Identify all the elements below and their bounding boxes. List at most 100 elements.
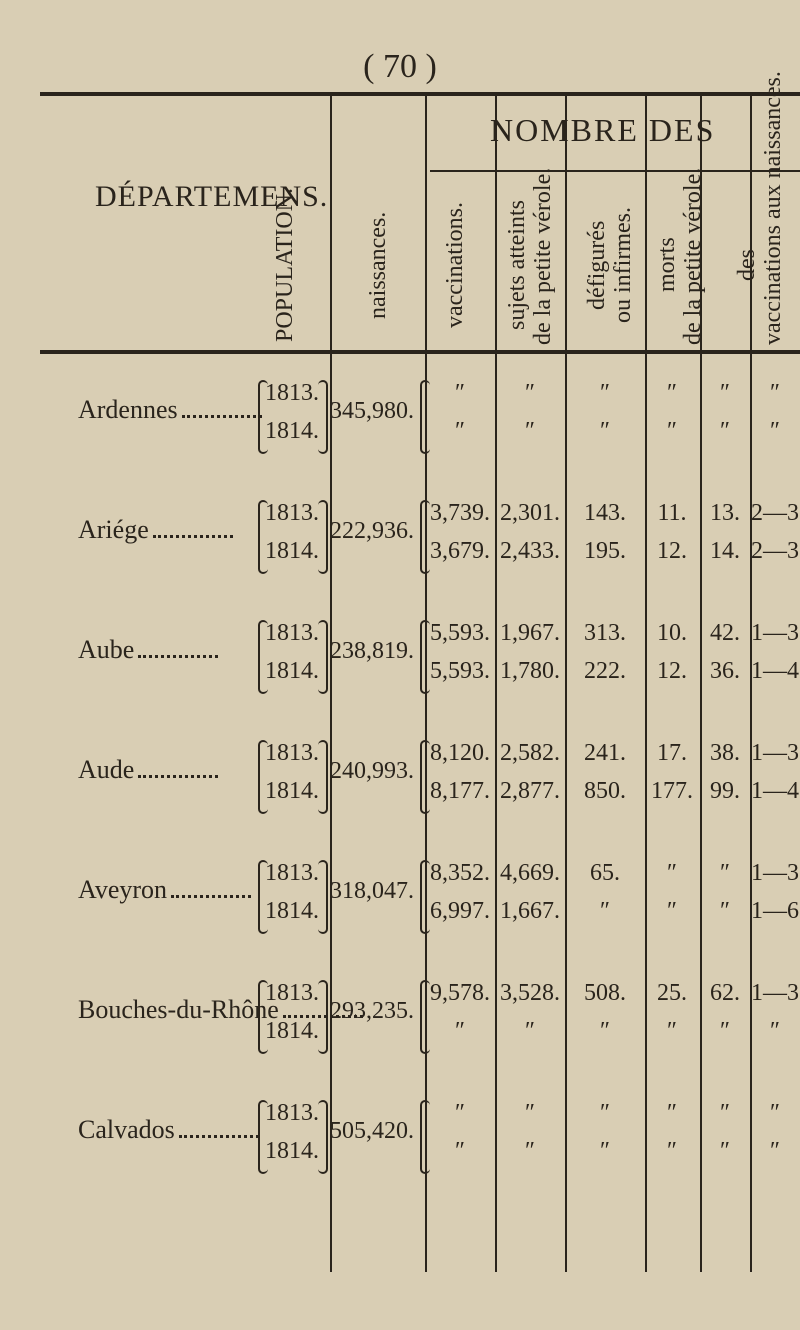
cell-value: 1,780.	[500, 658, 560, 684]
cell-value: 1—6	[751, 898, 799, 924]
brace	[318, 740, 328, 814]
group-title: NOMBRE DES	[490, 112, 716, 148]
cell-value: 195.	[584, 538, 626, 564]
year: 1814.	[265, 1138, 319, 1164]
column-header: POPULATION.	[272, 185, 298, 345]
cell-value: 313.	[584, 620, 626, 646]
cell-value: ″	[455, 1018, 465, 1044]
cell-value: 241.	[584, 740, 626, 766]
year: 1813.	[265, 980, 319, 1006]
cell-value: ″	[600, 1100, 610, 1126]
cell-value: ″	[600, 898, 610, 924]
cell-value: 99.	[710, 778, 740, 804]
cell-value: ″	[525, 380, 535, 406]
cell-value: ″	[720, 1100, 730, 1126]
cell-value: ″	[770, 1100, 780, 1126]
column-header: défigurés ou infirmes.	[584, 185, 636, 345]
population: 345,980.	[330, 398, 414, 424]
cell-value: 1—3	[751, 980, 799, 1006]
header-line: naissances.	[365, 211, 391, 319]
cell-value: ″	[600, 380, 610, 406]
year: 1813.	[265, 1100, 319, 1126]
department-text: Aveyron	[78, 875, 168, 904]
column-rule	[330, 92, 332, 1272]
cell-value: 8,177.	[430, 778, 490, 804]
year: 1814.	[265, 538, 319, 564]
cell-value: ″	[720, 898, 730, 924]
cell-value: 3,528.	[500, 980, 560, 1006]
year: 1813.	[265, 500, 319, 526]
department-text: Aude	[78, 755, 135, 784]
cell-value: 8,120.	[430, 740, 490, 766]
header-line: morts	[654, 237, 680, 293]
cell-value: ″	[667, 1138, 677, 1164]
cell-value: 10.	[657, 620, 687, 646]
brace	[258, 380, 268, 454]
top-rule	[40, 92, 800, 96]
population: 222,936.	[330, 518, 414, 544]
cell-value: 13.	[710, 500, 740, 526]
brace	[420, 740, 430, 814]
cell-value: 3,739.	[430, 500, 490, 526]
cell-value: 62.	[710, 980, 740, 1006]
brace	[258, 740, 268, 814]
cell-value: 5,593.	[430, 620, 490, 646]
header-line: vaccinations aux naissances.	[760, 71, 786, 345]
cell-value: 65.	[590, 860, 620, 886]
cell-value: ″	[525, 418, 535, 444]
cell-value: ″	[667, 1018, 677, 1044]
leader-dots	[171, 895, 252, 898]
cell-value: 2,301.	[500, 500, 560, 526]
leader-dots	[178, 1135, 259, 1138]
brace	[318, 500, 328, 574]
page-number: ( 70 )	[363, 48, 437, 85]
leader-dots	[152, 535, 233, 538]
population: 318,047.	[330, 878, 414, 904]
cell-value: 1,667.	[500, 898, 560, 924]
cell-value: 11.	[657, 500, 687, 526]
brace	[258, 860, 268, 934]
cell-value: 2—3	[751, 538, 799, 564]
cell-value: ″	[600, 1018, 610, 1044]
brace	[420, 1100, 430, 1174]
leader-dots	[138, 655, 219, 658]
department-text: Ardennes	[78, 395, 178, 424]
year: 1814.	[265, 898, 319, 924]
cell-value: 42.	[710, 620, 740, 646]
cell-value: ″	[455, 1100, 465, 1126]
population: 240,993.	[330, 758, 414, 784]
leader-dots	[181, 415, 262, 418]
cell-value: 222.	[584, 658, 626, 684]
brace	[318, 860, 328, 934]
cell-value: 1—3	[751, 860, 799, 886]
cell-value: 9,578.	[430, 980, 490, 1006]
department-name: Aube	[78, 635, 219, 665]
cell-value: ″	[525, 1100, 535, 1126]
header-line: vaccinations.	[442, 202, 468, 328]
cell-value: ″	[720, 860, 730, 886]
year: 1813.	[265, 620, 319, 646]
cell-value: 177.	[651, 778, 693, 804]
cell-value: 2,877.	[500, 778, 560, 804]
department-text: Bouches-du-Rhône	[78, 995, 279, 1024]
column-rule	[645, 92, 647, 1272]
cell-value: 4,669.	[500, 860, 560, 886]
population: 238,819.	[330, 638, 414, 664]
brace	[318, 980, 328, 1054]
header-line: ou infirmes.	[610, 207, 636, 323]
column-rule	[750, 92, 752, 1272]
header-line: sujets atteints	[504, 200, 530, 330]
year: 1814.	[265, 418, 319, 444]
department-name: Calvados	[78, 1115, 259, 1145]
column-header: vaccinations.	[442, 185, 468, 345]
department-text: Aube	[78, 635, 135, 664]
population: 505,420.	[330, 1118, 414, 1144]
header-line: POPULATION.	[272, 188, 298, 343]
cell-value: 36.	[710, 658, 740, 684]
brace	[258, 620, 268, 694]
cell-value: 2,582.	[500, 740, 560, 766]
cell-value: ″	[667, 898, 677, 924]
department-name: Aude	[78, 755, 219, 785]
